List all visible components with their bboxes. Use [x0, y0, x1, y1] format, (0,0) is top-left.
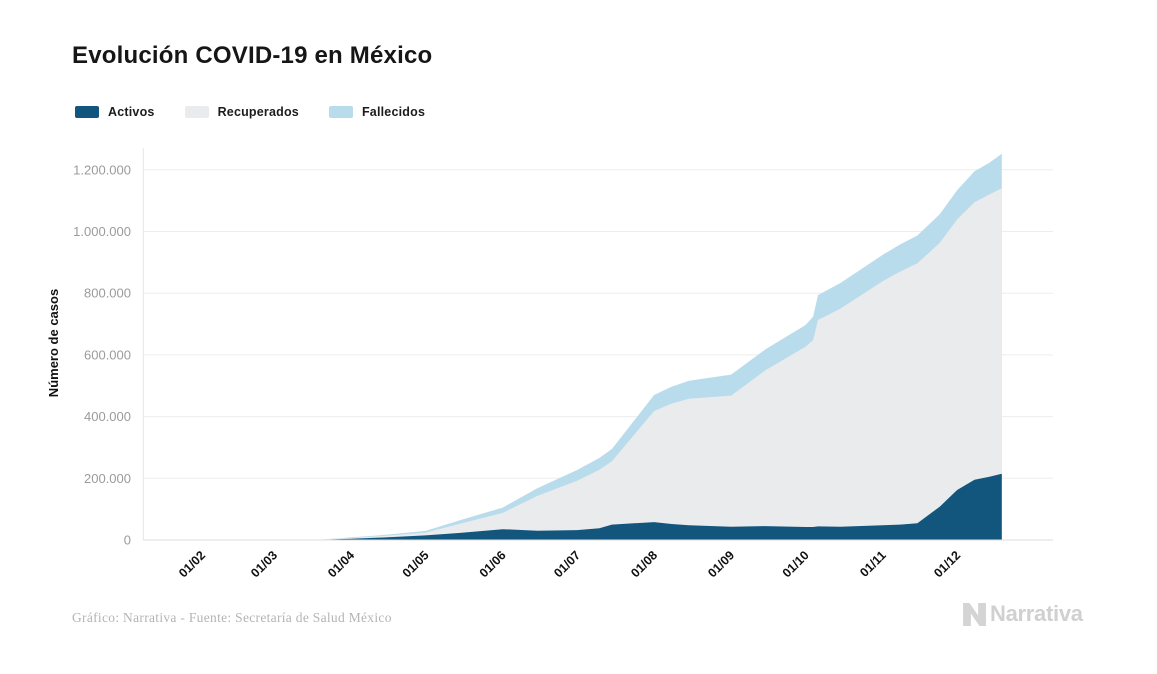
y-tick-label: 400.000: [84, 409, 131, 424]
narrativa-logo-icon: [963, 602, 986, 626]
brand-logo: Narrativa: [962, 601, 1083, 627]
x-tick-label: 01/05: [400, 548, 432, 580]
source-credit: Gráfico: Narrativa - Fuente: Secretaría …: [72, 610, 392, 625]
brand-name: Narrativa: [990, 601, 1083, 626]
x-tick-label: 01/02: [176, 548, 208, 580]
y-tick-label: 600.000: [84, 347, 131, 362]
legend-label: Fallecidos: [361, 105, 426, 119]
legend-item-recuperados: Recuperados: [184, 105, 299, 119]
y-axis-title: Número de casos: [46, 289, 61, 397]
legend-label: Recuperados: [217, 105, 299, 119]
legend-item-fallecidos: Fallecidos: [328, 105, 426, 119]
x-tick-label: 01/11: [857, 548, 889, 580]
x-tick-label: 01/12: [931, 548, 963, 580]
x-tick-label: 01/06: [477, 548, 509, 580]
page-title: Evolución COVID-19 en México: [72, 42, 433, 69]
area-activos: [144, 473, 1002, 540]
x-tick-label: 01/10: [780, 548, 812, 580]
legend-swatch: [184, 106, 209, 118]
y-tick-label: 1.000.000: [73, 224, 131, 239]
y-tick-label: 1.200.000: [73, 162, 131, 177]
x-tick-label: 01/09: [705, 548, 737, 580]
legend-swatch: [75, 106, 99, 118]
y-tick-label: 0: [124, 533, 131, 548]
legend-item-activos: Activos: [75, 105, 155, 119]
legend-label: Activos: [108, 105, 155, 119]
x-tick-label: 01/07: [551, 548, 583, 580]
legend-swatch: [328, 106, 353, 118]
x-tick-label: 01/08: [628, 548, 660, 580]
x-tick-label: 01/04: [325, 548, 357, 580]
y-tick-label: 200.000: [84, 471, 131, 486]
x-tick-label: 01/03: [248, 548, 280, 580]
area-recuperados: [144, 188, 1002, 541]
chart-legend: Activos Recuperados Fallecidos: [75, 105, 455, 119]
y-tick-label: 800.000: [84, 286, 131, 301]
